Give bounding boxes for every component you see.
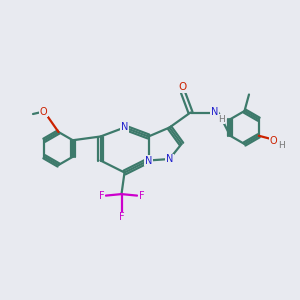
Text: N: N bbox=[121, 122, 128, 133]
Text: O: O bbox=[40, 106, 47, 117]
Text: F: F bbox=[99, 190, 104, 201]
Text: N: N bbox=[166, 154, 173, 164]
Text: O: O bbox=[270, 136, 278, 146]
Text: F: F bbox=[119, 212, 124, 222]
Text: O: O bbox=[178, 82, 187, 92]
Text: H: H bbox=[278, 141, 285, 150]
Text: N: N bbox=[211, 107, 218, 117]
Text: N: N bbox=[145, 155, 152, 166]
Text: F: F bbox=[139, 190, 144, 201]
Text: H: H bbox=[218, 115, 225, 124]
